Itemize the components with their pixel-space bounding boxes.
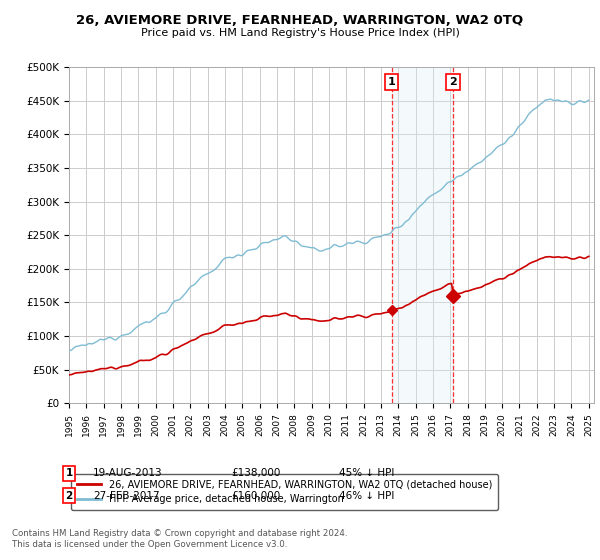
Text: 45% ↓ HPI: 45% ↓ HPI [339, 468, 394, 478]
Text: 46% ↓ HPI: 46% ↓ HPI [339, 491, 394, 501]
Text: Price paid vs. HM Land Registry's House Price Index (HPI): Price paid vs. HM Land Registry's House … [140, 28, 460, 38]
Text: 2: 2 [449, 77, 457, 87]
Text: 1: 1 [388, 77, 395, 87]
Text: £160,000: £160,000 [231, 491, 280, 501]
Text: 26, AVIEMORE DRIVE, FEARNHEAD, WARRINGTON, WA2 0TQ: 26, AVIEMORE DRIVE, FEARNHEAD, WARRINGTO… [76, 14, 524, 27]
Text: 2: 2 [65, 491, 73, 501]
Text: Contains HM Land Registry data © Crown copyright and database right 2024.
This d: Contains HM Land Registry data © Crown c… [12, 529, 347, 549]
Legend: 26, AVIEMORE DRIVE, FEARNHEAD, WARRINGTON, WA2 0TQ (detached house), HPI: Averag: 26, AVIEMORE DRIVE, FEARNHEAD, WARRINGTO… [71, 474, 499, 510]
Text: £138,000: £138,000 [231, 468, 280, 478]
Text: 1: 1 [65, 468, 73, 478]
Text: 27-FEB-2017: 27-FEB-2017 [93, 491, 160, 501]
Text: 19-AUG-2013: 19-AUG-2013 [93, 468, 163, 478]
Bar [392, 67, 453, 403]
